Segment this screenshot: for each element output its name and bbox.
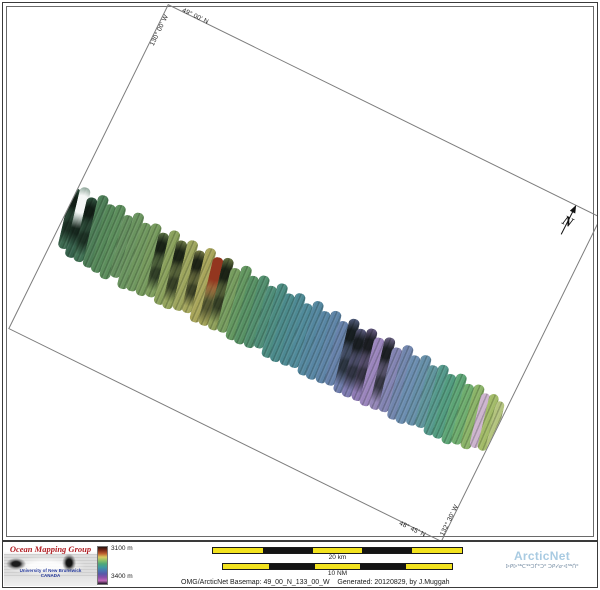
depth-colorbar [97, 546, 108, 585]
omg-logo-title: Ocean Mapping Group [9, 544, 92, 554]
omg-sonar-image [4, 554, 97, 576]
north-arrow-icon: N [554, 200, 582, 242]
scalebar-10nm-label: 10 NM [327, 570, 348, 577]
scalebar-segment [360, 564, 407, 569]
map-panel: 49° 00' N 130° 00' W 48° 45' N 132° 30' … [2, 2, 598, 541]
graticule-frame [8, 4, 597, 540]
omg-logo: Ocean Mapping Group University of New Br… [4, 543, 97, 586]
scalebar-segment [268, 564, 315, 569]
scalebar-segment [406, 564, 452, 569]
scalebar-20km [212, 547, 463, 554]
omg-institution-name: University of New Brunswick [19, 568, 82, 573]
omg-institution: University of New Brunswick CANADA [4, 568, 97, 578]
omg-country: CANADA [40, 573, 61, 578]
scalebar-segment [213, 548, 263, 553]
basemap-caption: OMG/ArcticNet Basemap: 49_00_N_133_00_W … [181, 579, 450, 586]
scalebar-segment [223, 564, 269, 569]
arcticnet-logo-name: ArcticNet [513, 549, 571, 563]
footer-bar: Ocean Mapping Group University of New Br… [2, 541, 598, 588]
scalebar-segment [362, 548, 413, 553]
arcticnet-logo: ArcticNet ᐅᑭᐅᖅᑕᖅᑐᒦᑦᑐᑦ ᑐᑭᓯᓂᐊᖅᑏᑦ [489, 549, 595, 570]
swath-layer [10, 5, 597, 540]
scalebar-segment [262, 548, 313, 553]
arcticnet-syllabics-text: ᐅᑭᐅᖅᑕᖅᑐᒦᑦᑐᑦ ᑐᑭᓯᓂᐊᖅᑏᑦ [505, 564, 579, 570]
scalebar-10nm [222, 563, 453, 570]
scalebar-segment [412, 548, 462, 553]
colorbar-min-depth-label: 3100 m [111, 545, 133, 552]
scalebar-segment [312, 548, 363, 553]
colorbar-max-depth-label: 3400 m [111, 573, 133, 580]
scalebar-20km-label: 20 km [328, 554, 347, 561]
scalebar-segment [314, 564, 361, 569]
